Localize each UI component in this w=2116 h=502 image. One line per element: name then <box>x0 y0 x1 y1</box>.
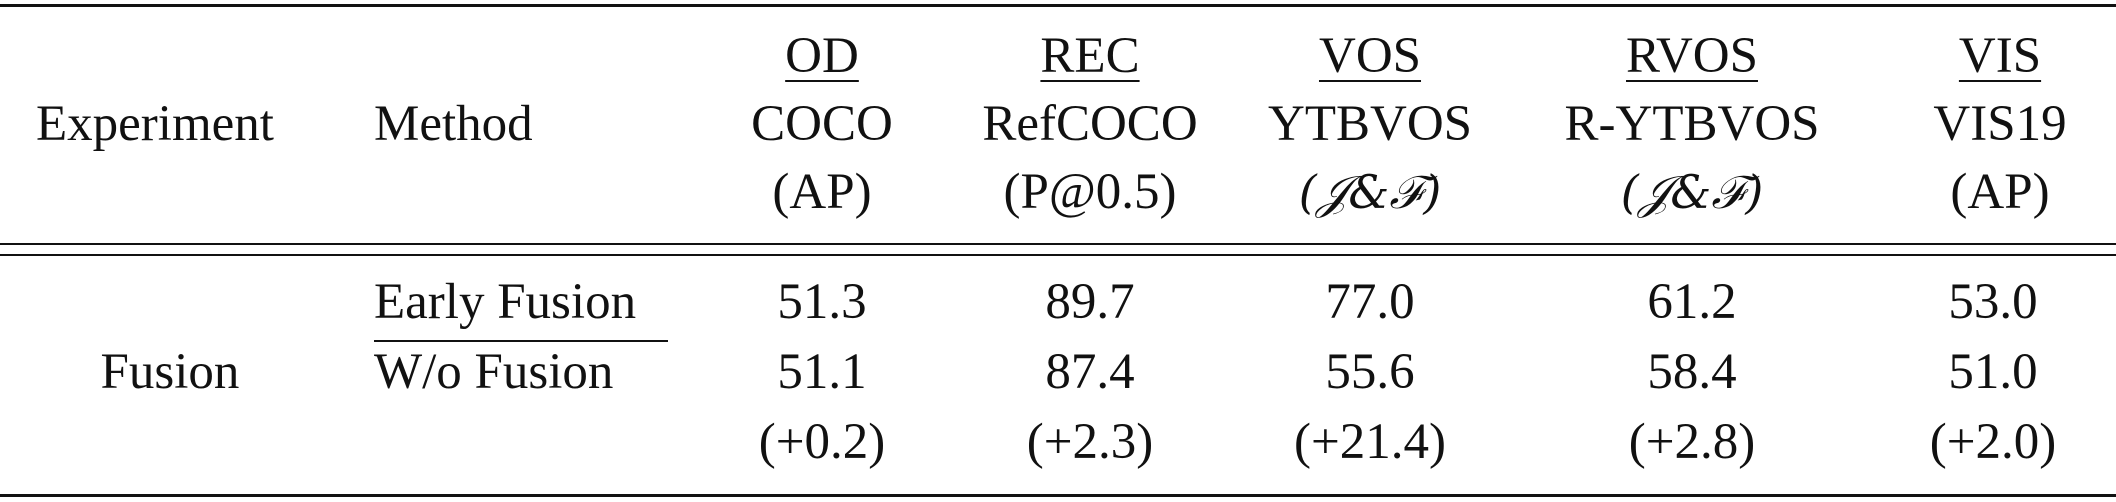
task-label: VOS <box>1318 28 1422 84</box>
value-cell: 77.0 <box>1325 274 1415 330</box>
value-cell: 51.0 <box>1948 344 2038 400</box>
task-label: RVOS <box>1626 28 1758 84</box>
bottom-rule <box>0 494 2116 497</box>
value-cell: 55.6 <box>1325 344 1415 400</box>
metric-label: (AP) <box>772 164 872 220</box>
value-cell: 87.4 <box>1045 344 1135 400</box>
value-cell: 58.4 <box>1647 344 1737 400</box>
task-label: OD <box>785 28 859 84</box>
delta-cell: (+21.4) <box>1294 414 1446 470</box>
metric-label: (AP) <box>1950 164 2050 220</box>
value-cell: 51.3 <box>777 274 867 330</box>
experiment-fusion: Fusion <box>100 344 240 400</box>
header-col-vis: VIS VIS19 (AP) <box>1870 22 2116 226</box>
header-col-od: OD COCO (AP) <box>692 22 952 226</box>
delta-cell: (+2.8) <box>1628 414 1756 470</box>
dataset-label: RefCOCO <box>982 96 1198 152</box>
header-method: Method <box>374 96 533 152</box>
delta-cell: (+0.2) <box>758 414 886 470</box>
dataset-label: COCO <box>751 96 893 152</box>
header-experiment: Experiment <box>36 96 274 152</box>
method-wo-fusion: W/o Fusion <box>374 344 614 400</box>
metric-label: (P@0.5) <box>1003 164 1177 220</box>
header-col-rvos: RVOS R-YTBVOS (𝒥&ℱ) <box>1562 22 1822 226</box>
delta-cell: (+2.3) <box>1026 414 1154 470</box>
method-underline <box>374 340 668 342</box>
header-col-rec: REC RefCOCO (P@0.5) <box>960 22 1220 226</box>
value-cell: 89.7 <box>1045 274 1135 330</box>
dataset-label: VIS19 <box>1933 96 2067 152</box>
metric-label: (𝒥&ℱ) <box>1620 165 1764 219</box>
header-double-rule-upper <box>0 243 2116 245</box>
header-col-vos: VOS YTBVOS (𝒥&ℱ) <box>1240 22 1500 226</box>
dataset-label: YTBVOS <box>1267 96 1473 152</box>
metric-label: (𝒥&ℱ) <box>1298 165 1442 219</box>
task-label: VIS <box>1958 28 2042 84</box>
task-label: REC <box>1040 28 1140 84</box>
header-double-rule-lower <box>0 254 2116 256</box>
value-cell: 61.2 <box>1647 274 1737 330</box>
method-early-fusion: Early Fusion <box>374 274 637 330</box>
dataset-label: R-YTBVOS <box>1564 96 1820 152</box>
delta-cell: (+2.0) <box>1929 414 2057 470</box>
value-cell: 51.1 <box>777 344 867 400</box>
value-cell: 53.0 <box>1948 274 2038 330</box>
top-rule <box>0 4 2116 7</box>
